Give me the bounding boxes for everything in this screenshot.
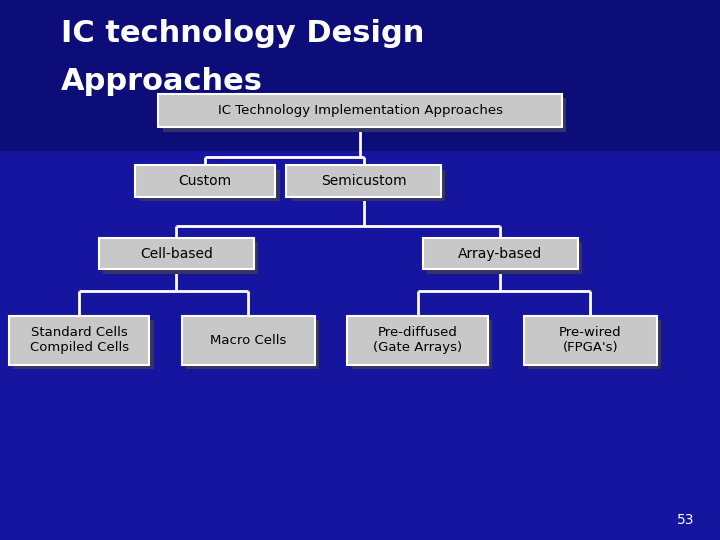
Text: Macro Cells: Macro Cells	[210, 334, 287, 347]
FancyBboxPatch shape	[291, 170, 445, 201]
FancyBboxPatch shape	[347, 316, 488, 364]
FancyBboxPatch shape	[528, 320, 661, 369]
FancyBboxPatch shape	[104, 242, 258, 274]
FancyBboxPatch shape	[135, 165, 275, 197]
FancyBboxPatch shape	[427, 242, 582, 274]
Text: Array-based: Array-based	[458, 247, 543, 261]
FancyBboxPatch shape	[523, 316, 657, 364]
FancyBboxPatch shape	[99, 238, 254, 269]
FancyBboxPatch shape	[423, 238, 577, 269]
Text: Pre-wired
(FPGA's): Pre-wired (FPGA's)	[559, 326, 621, 354]
FancyBboxPatch shape	[158, 94, 562, 127]
Text: Approaches: Approaches	[61, 68, 264, 97]
FancyBboxPatch shape	[287, 165, 441, 197]
FancyBboxPatch shape	[186, 320, 319, 369]
FancyBboxPatch shape	[163, 98, 566, 132]
Text: Semicustom: Semicustom	[321, 174, 406, 188]
Text: Standard Cells
Compiled Cells: Standard Cells Compiled Cells	[30, 326, 129, 354]
Bar	[0, 0, 720, 151]
Text: IC Technology Implementation Approaches: IC Technology Implementation Approaches	[217, 104, 503, 117]
Text: 53: 53	[678, 512, 695, 526]
FancyBboxPatch shape	[9, 316, 150, 364]
FancyBboxPatch shape	[140, 170, 279, 201]
Text: Cell-based: Cell-based	[140, 247, 213, 261]
FancyBboxPatch shape	[13, 320, 154, 369]
Text: IC technology Design: IC technology Design	[61, 19, 425, 48]
FancyBboxPatch shape	[351, 320, 492, 369]
FancyBboxPatch shape	[181, 316, 315, 364]
Text: Custom: Custom	[179, 174, 232, 188]
Text: Pre-diffused
(Gate Arrays): Pre-diffused (Gate Arrays)	[373, 326, 462, 354]
